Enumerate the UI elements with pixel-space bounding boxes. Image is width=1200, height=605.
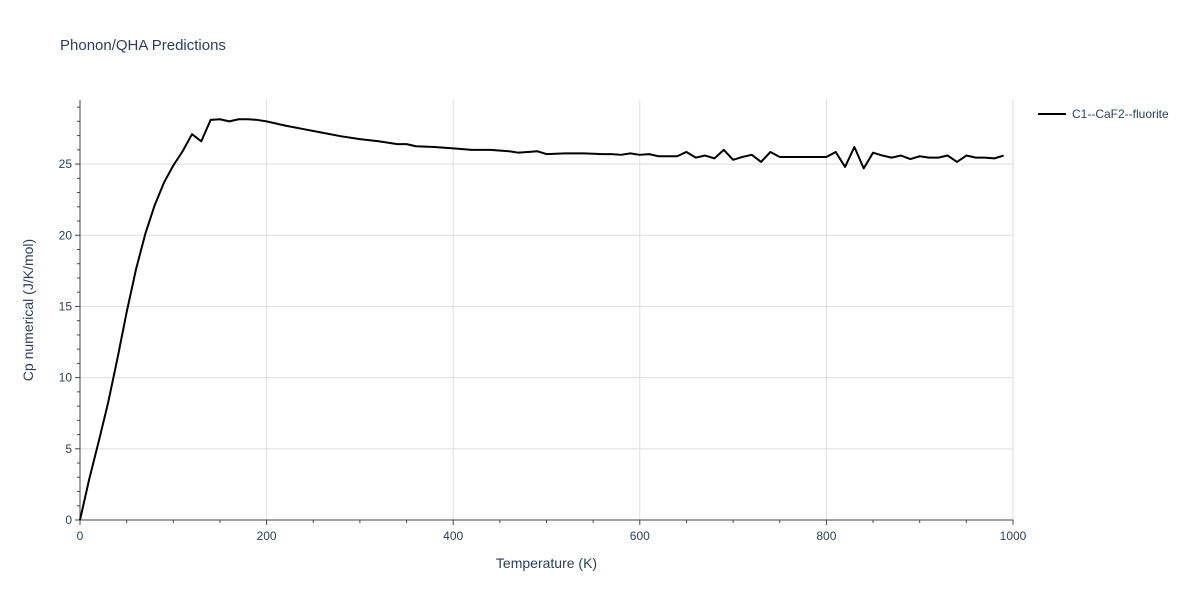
y-tick-label: 10 — [59, 371, 73, 385]
y-tick-label: 25 — [59, 157, 73, 171]
y-tick-label: 5 — [65, 442, 72, 456]
x-tick-label: 0 — [77, 529, 84, 543]
x-axis-title: Temperature (K) — [496, 555, 597, 571]
y-tick-label: 0 — [65, 513, 72, 527]
y-tick-label: 15 — [59, 299, 73, 313]
axis-layer: 0 200 400 600 800 1000 0 5 10 15 20 25 — [59, 100, 1027, 543]
chart-title: Phonon/QHA Predictions — [60, 37, 226, 54]
series-line — [79, 118, 1004, 521]
x-tick-label: 800 — [816, 529, 836, 543]
x-tick-label: 1000 — [1000, 529, 1027, 543]
grid-layer — [80, 100, 1014, 520]
y-axis-title: Cp numerical (J/K/mol) — [20, 239, 36, 381]
legend-label: C1--CaF2--fluorite — [1072, 107, 1169, 121]
x-tick-label: 600 — [630, 529, 650, 543]
y-tick-label: 20 — [59, 228, 73, 242]
x-tick-label: 200 — [257, 529, 277, 543]
legend[interactable]: C1--CaF2--fluorite — [1038, 107, 1169, 121]
series-layer — [79, 118, 1004, 521]
x-tick-label: 400 — [443, 529, 463, 543]
